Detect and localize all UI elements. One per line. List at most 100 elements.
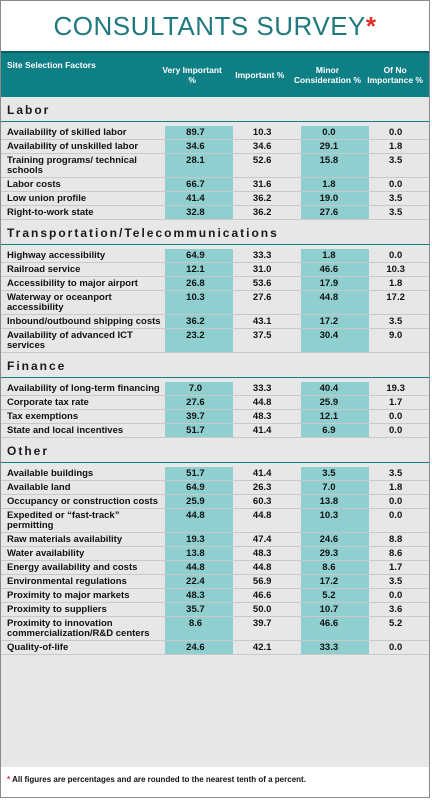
value-very: 10.3: [186, 292, 205, 303]
value-very: 7.0: [188, 383, 203, 394]
table-row: Training programs/ technical schools 28.1…: [1, 154, 429, 178]
value-none: 5.2: [389, 618, 403, 629]
minor-consideration-band: [301, 382, 369, 438]
value-very: 39.7: [186, 411, 205, 422]
value-minor: 33.3: [319, 642, 339, 653]
factor-label: Low union profile: [7, 193, 87, 204]
value-none: 0.0: [389, 127, 403, 138]
factor-label: Tax exemptions: [7, 411, 79, 422]
value-none: 3.5: [389, 468, 403, 479]
value-very: 66.7: [186, 179, 205, 190]
value-minor: 25.9: [319, 397, 339, 408]
value-very: 64.9: [186, 250, 205, 261]
table-row: Availability of skilled labor 89.7 10.3 0.0…: [1, 126, 429, 140]
value-minor: 1.8: [322, 179, 336, 190]
value-important: 56.9: [252, 576, 272, 587]
value-none: 1.8: [389, 141, 403, 152]
factor-label: State and local incentives: [7, 425, 124, 436]
factor-label: Waterway or oceanport accessibility: [7, 292, 112, 313]
column-header-factor: Site Selection Factors: [7, 60, 96, 70]
value-none: 3.6: [389, 604, 403, 615]
value-minor: 29.1: [319, 141, 339, 152]
value-none: 1.8: [389, 482, 403, 493]
value-important: 36.2: [252, 207, 272, 218]
value-minor: 1.8: [322, 250, 336, 261]
value-none: 3.5: [389, 207, 403, 218]
value-none: 0.0: [389, 425, 403, 436]
factor-label: Availability of advanced ICT services: [7, 330, 133, 351]
table-row: Expedited or “fast-track” permitting 44.8…: [1, 509, 429, 533]
value-very: 13.8: [186, 548, 205, 559]
factor-label: Corporate tax rate: [7, 397, 89, 408]
value-important: 48.3: [252, 548, 272, 559]
factor-label: Available buildings: [7, 468, 94, 479]
value-minor: 17.2: [319, 316, 339, 327]
footnote-asterisk: *: [7, 775, 11, 784]
table-row: Tax exemptions 39.7 48.3 12.1 0.0: [1, 410, 429, 424]
minor-consideration-band: [301, 126, 369, 220]
value-very: 27.6: [186, 397, 205, 408]
table-row: Water availability 13.8 48.3 29.3 8.6: [1, 547, 429, 561]
title-asterisk: *: [365, 10, 377, 41]
table-row: Available land 64.9 26.3 7.0 1.8: [1, 481, 429, 495]
value-minor: 13.8: [319, 496, 339, 507]
value-very: 25.9: [186, 496, 205, 507]
value-important: 44.8: [252, 510, 272, 521]
table-row: Raw materials availability 19.3 47.4 24.6 8.…: [1, 533, 429, 547]
value-important: 33.3: [252, 250, 272, 261]
table-row: Proximity to major markets 48.3 46.6 5.2 0.0: [1, 589, 429, 603]
minor-consideration-band: [301, 467, 369, 655]
value-very: 41.4: [186, 193, 205, 204]
table-row: Corporate tax rate 27.6 44.8 25.9 1.7: [1, 396, 429, 410]
value-important: 44.8: [252, 562, 272, 573]
factor-label: Labor costs: [7, 179, 61, 190]
table-row: Energy availability and costs 44.8 44.8 8.6…: [1, 561, 429, 575]
value-minor: 46.6: [319, 264, 339, 275]
table-row: Availability of unskilled labor 34.6 34.6 2…: [1, 140, 429, 154]
value-very: 35.7: [186, 604, 205, 615]
value-very: 19.3: [186, 534, 205, 545]
value-minor: 6.9: [322, 425, 336, 436]
value-important: 33.3: [252, 383, 272, 394]
page-title: CONSULTANTS SURVEY*: [53, 10, 377, 41]
table-row: Railroad service 12.1 31.0 46.6 10.3: [1, 263, 429, 277]
value-important: 60.3: [252, 496, 272, 507]
factor-label: Railroad service: [7, 264, 81, 275]
value-minor: 44.8: [319, 292, 339, 303]
table-row: Quality-of-life 24.6 42.1 33.3 0.0: [1, 641, 429, 655]
factor-label: Expedited or “fast-track” permitting: [7, 510, 120, 531]
value-none: 0.0: [389, 590, 403, 601]
value-minor: 29.3: [319, 548, 339, 559]
value-very: 89.7: [186, 127, 205, 138]
value-important: 46.6: [252, 590, 272, 601]
factor-label: Quality-of-life: [7, 642, 69, 653]
factor-label: Occupancy or construction costs: [7, 496, 158, 507]
value-none: 9.0: [389, 330, 403, 341]
footnote: * All figures are percentages and are ro…: [1, 767, 429, 797]
value-none: 8.6: [389, 548, 403, 559]
factor-label: Environmental regulations: [7, 576, 127, 587]
very-important-band: [165, 467, 233, 655]
value-none: 0.0: [389, 250, 403, 261]
factor-label: Proximity to innovation commercializatio…: [7, 618, 150, 639]
table-row: Occupancy or construction costs 25.9 60.3 1…: [1, 495, 429, 509]
value-minor: 24.6: [319, 534, 339, 545]
table-row: Waterway or oceanport accessibility 10.3 2…: [1, 291, 429, 315]
table-row: Right-to-work state 32.8 36.2 27.6 3.5: [1, 206, 429, 220]
value-very: 24.6: [186, 642, 205, 653]
value-important: 10.3: [252, 127, 272, 138]
factor-label: Energy availability and costs: [7, 562, 138, 573]
column-header-important: Important %: [235, 70, 285, 80]
value-very: 44.8: [186, 562, 205, 573]
section-labor: Labor Availability of skilled labor 89.7 10…: [1, 97, 429, 220]
value-important: 34.6: [252, 141, 272, 152]
factor-label: Right-to-work state: [7, 207, 94, 218]
table-row: Proximity to suppliers 35.7 50.0 10.7 3.6: [1, 603, 429, 617]
section-rows: Availability of skilled labor 89.7 10.3 0.0…: [1, 126, 429, 220]
very-important-band: [165, 249, 233, 353]
factor-label: Training programs/ technical schools: [7, 155, 137, 176]
value-very: 44.8: [186, 510, 205, 521]
value-none: 3.5: [389, 193, 403, 204]
value-important: 41.4: [252, 468, 272, 479]
